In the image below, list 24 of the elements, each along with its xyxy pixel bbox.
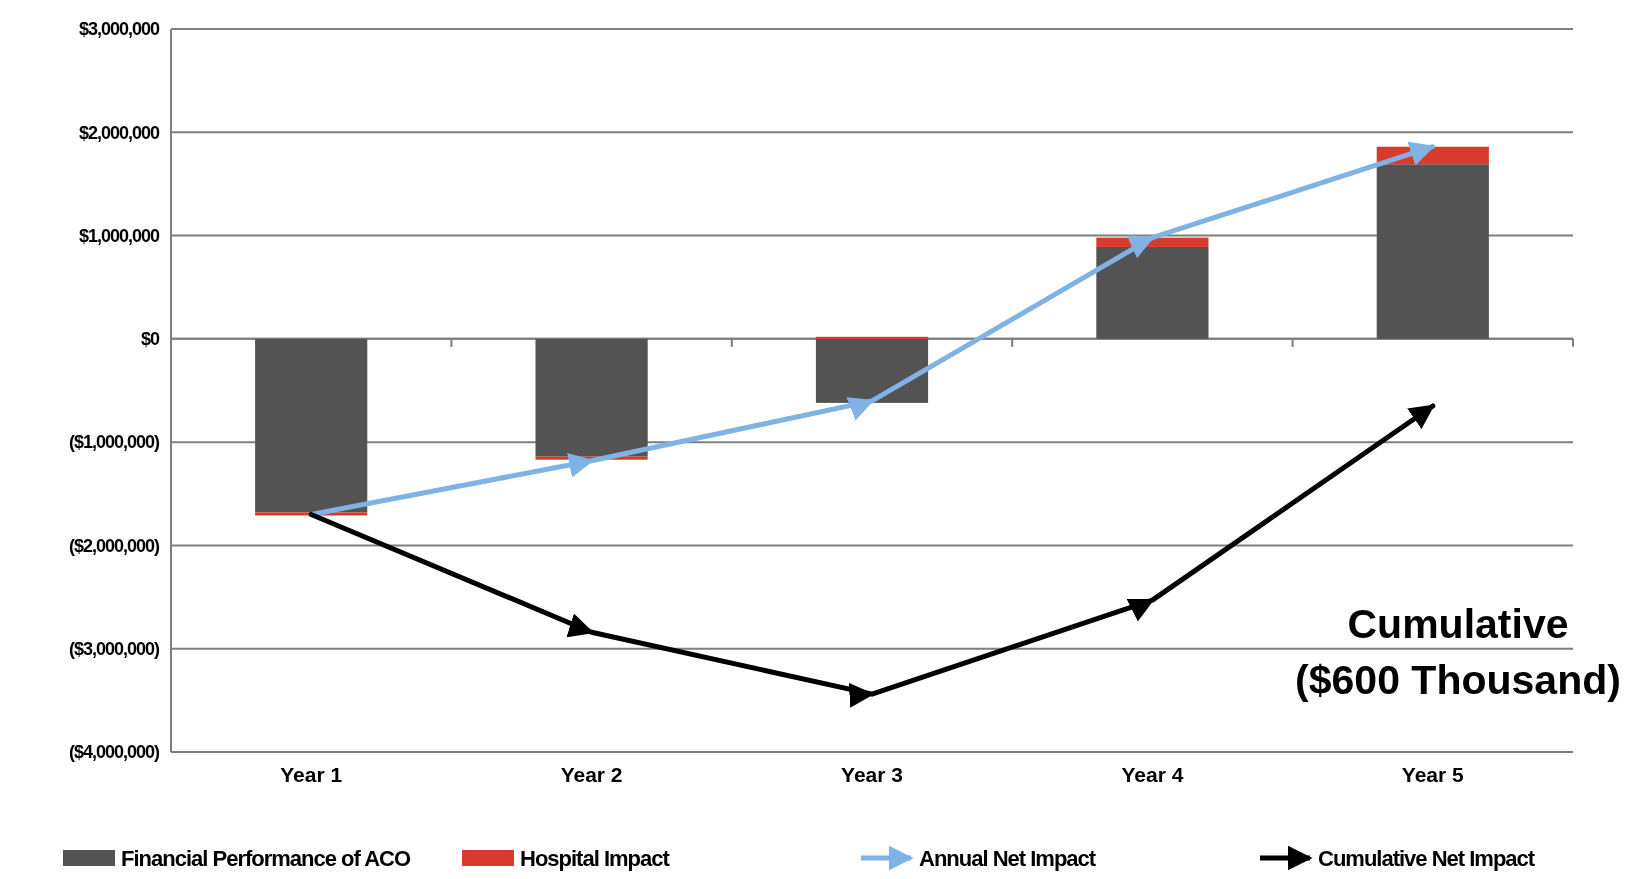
y-tick-label: $0 xyxy=(140,329,160,350)
x-tick-label: Year 4 xyxy=(1121,763,1184,786)
legend-label: Financial Performance of ACO xyxy=(121,846,411,871)
y-tick-label: $2,000,000 xyxy=(78,122,160,143)
x-tick-label: Year 1 xyxy=(280,763,343,786)
x-tick-label: Year 5 xyxy=(1401,763,1465,786)
bar xyxy=(815,338,929,403)
bar xyxy=(1096,246,1209,339)
legend-label: Cumulative Net Impact xyxy=(1318,846,1536,871)
y-tick-label: $3,000,000 xyxy=(78,19,160,40)
legend-label: Annual Net Impact xyxy=(919,846,1097,871)
bar xyxy=(815,336,929,339)
y-tick-label: ($2,000,000) xyxy=(68,535,160,556)
legend-label: Hospital Impact xyxy=(520,846,671,871)
bar xyxy=(1376,164,1489,339)
x-tick-label: Year 3 xyxy=(841,763,903,786)
annotation: Cumulative ($600 Thousand) xyxy=(1295,601,1621,704)
y-tick-label: ($4,000,000) xyxy=(68,742,160,763)
y-tick-label: ($3,000,000) xyxy=(68,639,160,660)
y-tick-label: ($1,000,000) xyxy=(68,432,160,453)
bar xyxy=(255,338,368,513)
y-tick-label: $1,000,000 xyxy=(78,225,160,246)
x-tick-label: Year 2 xyxy=(560,763,623,786)
bar xyxy=(535,338,648,457)
